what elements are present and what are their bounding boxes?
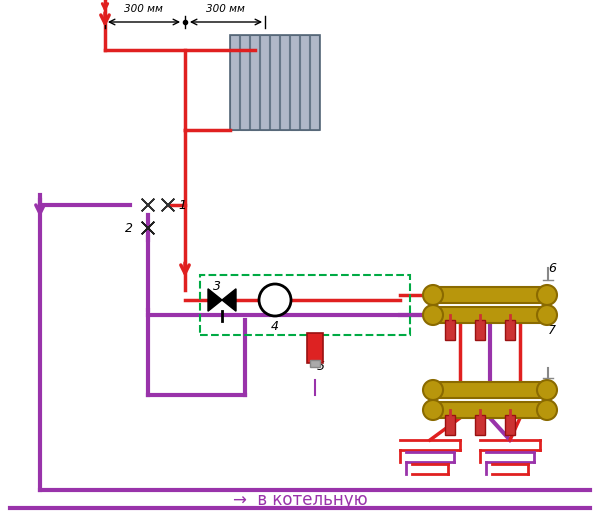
Circle shape [537, 380, 557, 400]
Text: 1: 1 [178, 199, 186, 212]
Bar [290, 35, 299, 130]
Bar [433, 287, 548, 303]
Bar [505, 415, 515, 435]
Bar [251, 35, 259, 130]
Bar [301, 35, 310, 130]
Circle shape [259, 284, 291, 316]
Bar [200, 275, 410, 335]
Text: 5: 5 [317, 360, 325, 373]
Text: 300 мм: 300 мм [124, 4, 163, 14]
Polygon shape [162, 199, 175, 211]
Text: 3: 3 [213, 280, 221, 293]
Bar [280, 35, 289, 130]
Circle shape [537, 305, 557, 325]
Polygon shape [162, 199, 175, 211]
Bar [445, 320, 455, 340]
Circle shape [537, 400, 557, 420]
Text: 4: 4 [271, 320, 279, 333]
Bar [475, 320, 485, 340]
Bar [475, 415, 485, 435]
Bar [311, 35, 319, 130]
Bar [260, 35, 269, 130]
Bar [433, 402, 548, 418]
Circle shape [423, 400, 443, 420]
Polygon shape [142, 199, 154, 211]
Text: 2: 2 [125, 222, 133, 235]
Bar [433, 382, 548, 398]
Polygon shape [222, 289, 236, 311]
Polygon shape [142, 222, 154, 235]
Bar [310, 360, 320, 367]
Bar [307, 333, 323, 363]
Text: 300 мм: 300 мм [206, 4, 244, 14]
Circle shape [423, 380, 443, 400]
Text: 6: 6 [548, 262, 556, 275]
Bar [271, 35, 280, 130]
Polygon shape [142, 199, 154, 211]
Text: →  в котельную: → в котельную [233, 491, 367, 509]
Bar [433, 307, 548, 323]
Bar [445, 415, 455, 435]
Bar [230, 35, 320, 130]
Bar [241, 35, 250, 130]
Circle shape [423, 305, 443, 325]
Polygon shape [208, 289, 222, 311]
Bar [230, 35, 239, 130]
Text: 7: 7 [548, 323, 556, 336]
Polygon shape [142, 222, 154, 235]
Circle shape [423, 285, 443, 305]
Circle shape [537, 285, 557, 305]
Bar [505, 320, 515, 340]
